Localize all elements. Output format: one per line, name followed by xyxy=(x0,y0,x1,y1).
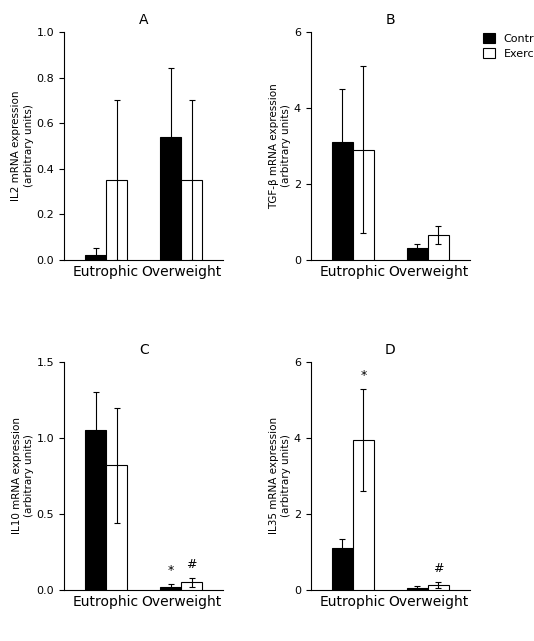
Title: A: A xyxy=(139,13,148,27)
Bar xyxy=(106,465,127,590)
Legend: Control, Exercise: Control, Exercise xyxy=(483,33,534,59)
Bar xyxy=(428,235,449,260)
Y-axis label: IL10 mRNA expression
(arbitrary units): IL10 mRNA expression (arbitrary units) xyxy=(12,417,34,535)
Bar xyxy=(181,180,202,260)
Title: B: B xyxy=(386,13,395,27)
Bar xyxy=(160,137,181,260)
Text: *: * xyxy=(168,564,174,577)
Y-axis label: IL35 mRNA expression
(arbitrary units): IL35 mRNA expression (arbitrary units) xyxy=(269,417,291,535)
Bar xyxy=(332,548,353,590)
Text: #: # xyxy=(186,558,197,570)
Bar xyxy=(85,255,106,260)
Text: *: * xyxy=(360,369,366,382)
Bar xyxy=(181,582,202,590)
Bar xyxy=(85,430,106,590)
Bar xyxy=(407,248,428,260)
Bar xyxy=(160,587,181,590)
Y-axis label: TGF-β mRNA expression
(arbitrary units): TGF-β mRNA expression (arbitrary units) xyxy=(269,83,291,209)
Title: C: C xyxy=(139,343,148,357)
Bar xyxy=(353,149,374,260)
Text: #: # xyxy=(433,562,444,576)
Bar xyxy=(353,440,374,590)
Title: D: D xyxy=(385,343,396,357)
Bar xyxy=(407,588,428,590)
Bar xyxy=(428,585,449,590)
Bar xyxy=(106,180,127,260)
Bar xyxy=(332,142,353,260)
Y-axis label: IL2 mRNA expression
(arbitrary units): IL2 mRNA expression (arbitrary units) xyxy=(11,90,34,201)
